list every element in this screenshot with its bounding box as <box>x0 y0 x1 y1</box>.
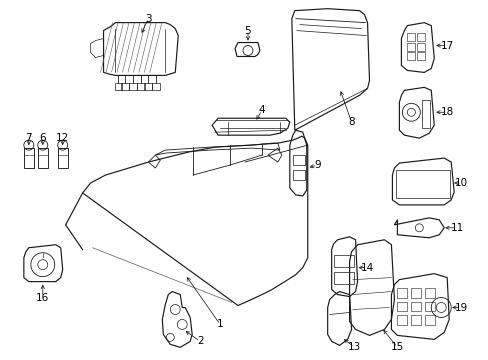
Bar <box>397 302 407 311</box>
Bar <box>292 155 304 165</box>
Bar <box>422 100 429 128</box>
Bar <box>407 53 414 60</box>
Bar <box>38 148 48 168</box>
Text: 16: 16 <box>36 293 49 302</box>
Text: 2: 2 <box>197 336 203 346</box>
Text: 3: 3 <box>145 14 151 24</box>
Bar <box>397 288 407 298</box>
Bar <box>397 315 407 325</box>
Bar <box>24 148 34 168</box>
Bar <box>129 84 137 90</box>
Bar <box>416 42 425 50</box>
Bar <box>410 288 421 298</box>
Text: 11: 11 <box>449 223 463 233</box>
Bar <box>114 84 122 90</box>
Bar <box>333 272 353 284</box>
Text: 1: 1 <box>216 319 223 329</box>
Bar <box>407 42 414 50</box>
Bar <box>144 84 152 90</box>
Bar <box>58 148 67 168</box>
Bar <box>410 302 421 311</box>
Bar <box>416 32 425 41</box>
Bar <box>152 84 160 90</box>
Text: 5: 5 <box>244 26 251 36</box>
Text: 19: 19 <box>454 302 467 312</box>
Text: 4: 4 <box>258 105 264 115</box>
Text: 18: 18 <box>440 107 453 117</box>
Text: 10: 10 <box>454 178 467 188</box>
Text: 6: 6 <box>40 133 46 143</box>
Text: 15: 15 <box>390 342 403 352</box>
Text: 8: 8 <box>347 117 354 127</box>
Bar <box>425 302 434 311</box>
Text: 13: 13 <box>347 342 361 352</box>
Text: 9: 9 <box>314 160 321 170</box>
Bar <box>425 315 434 325</box>
Bar <box>425 288 434 298</box>
Bar <box>121 84 129 90</box>
Bar <box>333 255 353 267</box>
Text: 17: 17 <box>440 41 453 50</box>
Bar <box>407 32 414 41</box>
Text: 7: 7 <box>25 133 32 143</box>
Bar <box>396 170 449 198</box>
Bar <box>416 53 425 60</box>
Bar <box>410 315 421 325</box>
Text: 14: 14 <box>360 263 373 273</box>
Text: 12: 12 <box>56 133 69 143</box>
Bar <box>137 84 145 90</box>
Bar <box>292 170 304 180</box>
